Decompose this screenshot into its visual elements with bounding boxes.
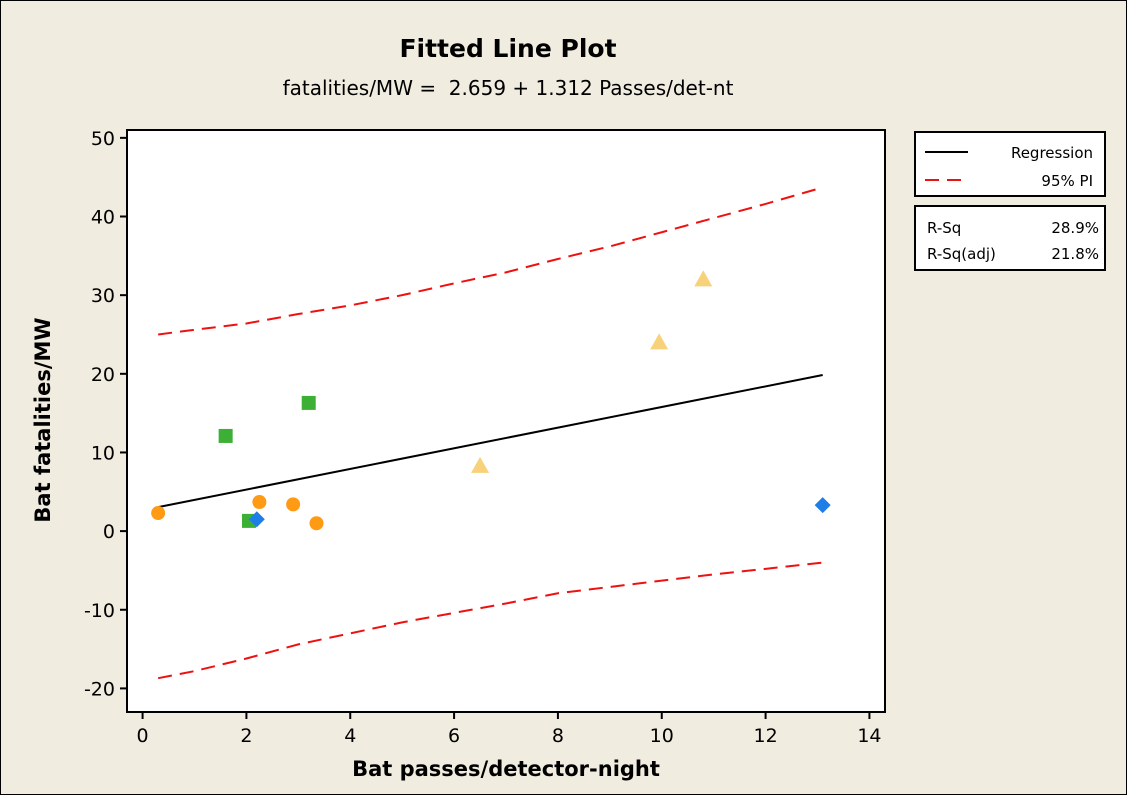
y-tick-label: 50 [91, 128, 115, 150]
stat-rsq-adj-value: 21.8% [1051, 245, 1099, 263]
data-point-square [302, 396, 316, 410]
y-tick-label: -10 [84, 600, 115, 622]
plot-area [127, 130, 885, 712]
y-tick-label: 10 [91, 442, 115, 464]
stats-box: R-Sq 28.9% R-Sq(adj) 21.8% [915, 206, 1105, 270]
x-tick-label: 8 [552, 725, 564, 747]
data-point-circle [310, 516, 324, 530]
y-tick-label: 0 [103, 521, 115, 543]
y-tick-label: 40 [91, 207, 115, 229]
x-tick-label: 10 [650, 725, 674, 747]
x-tick-label: 4 [344, 725, 356, 747]
stat-rsq-value: 28.9% [1051, 219, 1099, 237]
data-point-square [219, 429, 233, 443]
stat-rsq-adj-label: R-Sq(adj) [927, 245, 996, 263]
stat-rsq-label: R-Sq [927, 219, 961, 237]
chart-subtitle: fatalities/MW = 2.659 + 1.312 Passes/det… [283, 76, 734, 100]
legend-pi-label: 95% PI [1041, 172, 1093, 190]
x-tick-label: 2 [240, 725, 252, 747]
y-axis-label: Bat fatalities/MW [31, 317, 55, 522]
chart-title: Fitted Line Plot [399, 34, 616, 63]
y-tick-label: 20 [91, 364, 115, 386]
data-point-circle [252, 495, 266, 509]
x-tick-label: 12 [753, 725, 777, 747]
y-tick-label: 30 [91, 285, 115, 307]
y-tick-label: -20 [84, 678, 115, 700]
data-point-circle [151, 506, 165, 520]
x-tick-label: 6 [448, 725, 460, 747]
legend-regression-label: Regression [1011, 144, 1093, 162]
x-tick-label: 0 [137, 725, 149, 747]
legend: Regression 95% PI [915, 132, 1105, 196]
data-point-circle [286, 497, 300, 511]
x-axis-label: Bat passes/detector-night [352, 757, 660, 781]
x-tick-label: 14 [857, 725, 881, 747]
